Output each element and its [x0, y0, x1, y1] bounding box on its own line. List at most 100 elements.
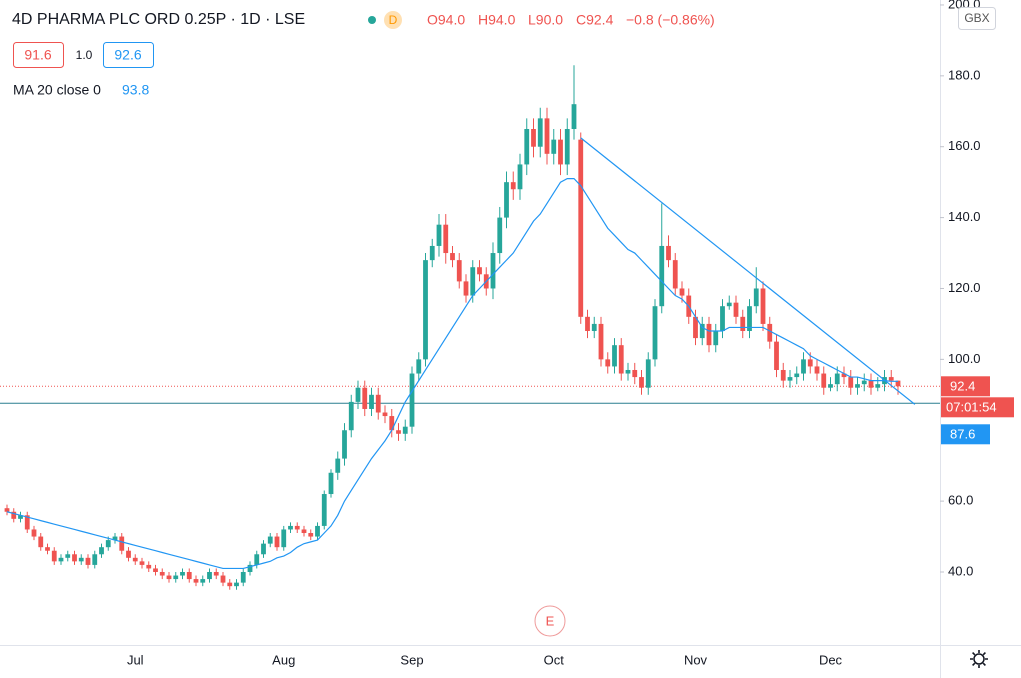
x-tick-label: Sep: [400, 652, 423, 667]
candle-body: [855, 384, 860, 388]
candle-body: [639, 377, 644, 388]
candle-body: [436, 224, 442, 246]
candle-body: [497, 217, 503, 254]
candle-body: [85, 557, 91, 565]
candle-body: [524, 129, 530, 165]
candle-body: [537, 118, 543, 147]
candle-body: [65, 554, 71, 558]
candle-body: [456, 260, 462, 282]
candle-body: [510, 182, 516, 190]
y-tick-label: 40.0: [948, 563, 973, 578]
candle-body: [18, 515, 23, 519]
candle-body: [416, 359, 422, 374]
price-line-label: 87.6: [950, 427, 975, 442]
event-marker[interactable]: [534, 605, 566, 637]
candle-body: [490, 253, 496, 289]
candle-body: [11, 511, 17, 519]
candle-body: [470, 267, 476, 296]
candle-body: [861, 380, 867, 385]
candle-body: [726, 302, 732, 307]
spread: 1.0: [76, 48, 93, 62]
candle-body: [672, 260, 678, 289]
candle-body: [625, 369, 631, 374]
candle-body: [301, 529, 307, 534]
price-line-box: [941, 424, 990, 445]
candle-body: [4, 508, 10, 512]
ohlc-close: C92.4: [576, 12, 614, 28]
currency-box[interactable]: [958, 7, 996, 30]
candle-body: [794, 373, 800, 378]
candle-body: [564, 129, 570, 165]
candle-body: [693, 316, 698, 339]
countdown-box: [941, 397, 1014, 418]
candle-body: [450, 253, 455, 261]
last-price-label: 92.4: [950, 379, 975, 394]
candle-body: [112, 536, 118, 541]
candle-body: [612, 345, 617, 367]
candle-body: [126, 550, 131, 558]
badge-bg: [384, 11, 402, 29]
candle-body: [146, 564, 152, 569]
candle-body: [382, 412, 388, 417]
candle-body: [787, 377, 793, 381]
candle-body: [227, 582, 233, 587]
candle-body: [706, 323, 712, 346]
candle-body: [348, 401, 354, 431]
candle-body: [699, 323, 705, 339]
candle-body: [888, 377, 894, 381]
x-tick-label: Dec: [819, 652, 843, 667]
candle-body: [551, 139, 557, 154]
candle-body: [308, 533, 314, 537]
chart-title: 4D PHARMA PLC ORD 0.25P · 1D · LSE: [12, 11, 305, 28]
candle-body: [78, 557, 84, 562]
candle-body: [679, 288, 685, 296]
candle-body: [402, 426, 408, 434]
x-tick-label: Aug: [272, 652, 295, 667]
overlay: 4D PHARMA PLC ORD 0.25P · 1D · LSE D O94…: [12, 7, 1014, 668]
candle-body: [753, 288, 759, 307]
candle-body: [362, 387, 368, 409]
candle-body: [51, 550, 57, 562]
candle-body: [45, 547, 50, 551]
candle-body: [254, 554, 260, 565]
candle-body: [396, 430, 401, 434]
y-tick-label: 180.0: [948, 67, 981, 82]
candle-body: [99, 547, 104, 555]
y-tick-label: 160.0: [948, 138, 981, 153]
candle-body: [180, 571, 185, 576]
candle-body: [733, 302, 739, 317]
bid-box[interactable]: [13, 42, 64, 68]
ask-box[interactable]: [103, 42, 154, 68]
candle-body: [213, 571, 219, 576]
status-dot: [368, 16, 376, 24]
candle-body: [807, 359, 813, 367]
y-tick-label: 60.0: [948, 493, 973, 508]
settings-icon[interactable]: [970, 650, 988, 668]
candle-body: [767, 323, 773, 342]
candle-body: [571, 104, 577, 129]
candle-body: [477, 267, 482, 275]
candle-body: [342, 430, 347, 459]
candle-body: [605, 359, 611, 367]
candle-body: [294, 525, 300, 530]
ask: 92.6: [114, 47, 141, 63]
candle-body: [774, 341, 779, 370]
countdown: 07:01:54: [946, 400, 997, 415]
candle-body: [281, 529, 287, 548]
candle-body: [517, 164, 523, 190]
candle-body: [828, 384, 833, 388]
y-tick-label: 140.0: [948, 209, 981, 224]
candle-body: [659, 245, 665, 307]
ohlc-change: −0.8 (−0.86%): [626, 12, 715, 28]
candle-body: [105, 540, 111, 548]
candle-body: [240, 571, 246, 583]
candle-body: [544, 118, 550, 154]
candle-body: [429, 245, 435, 261]
ohlc-high: H94.0: [478, 12, 516, 28]
candle-body: [720, 306, 725, 332]
candle-body: [92, 554, 98, 565]
x-tick-label: Nov: [684, 652, 708, 667]
candle-body: [119, 536, 125, 551]
